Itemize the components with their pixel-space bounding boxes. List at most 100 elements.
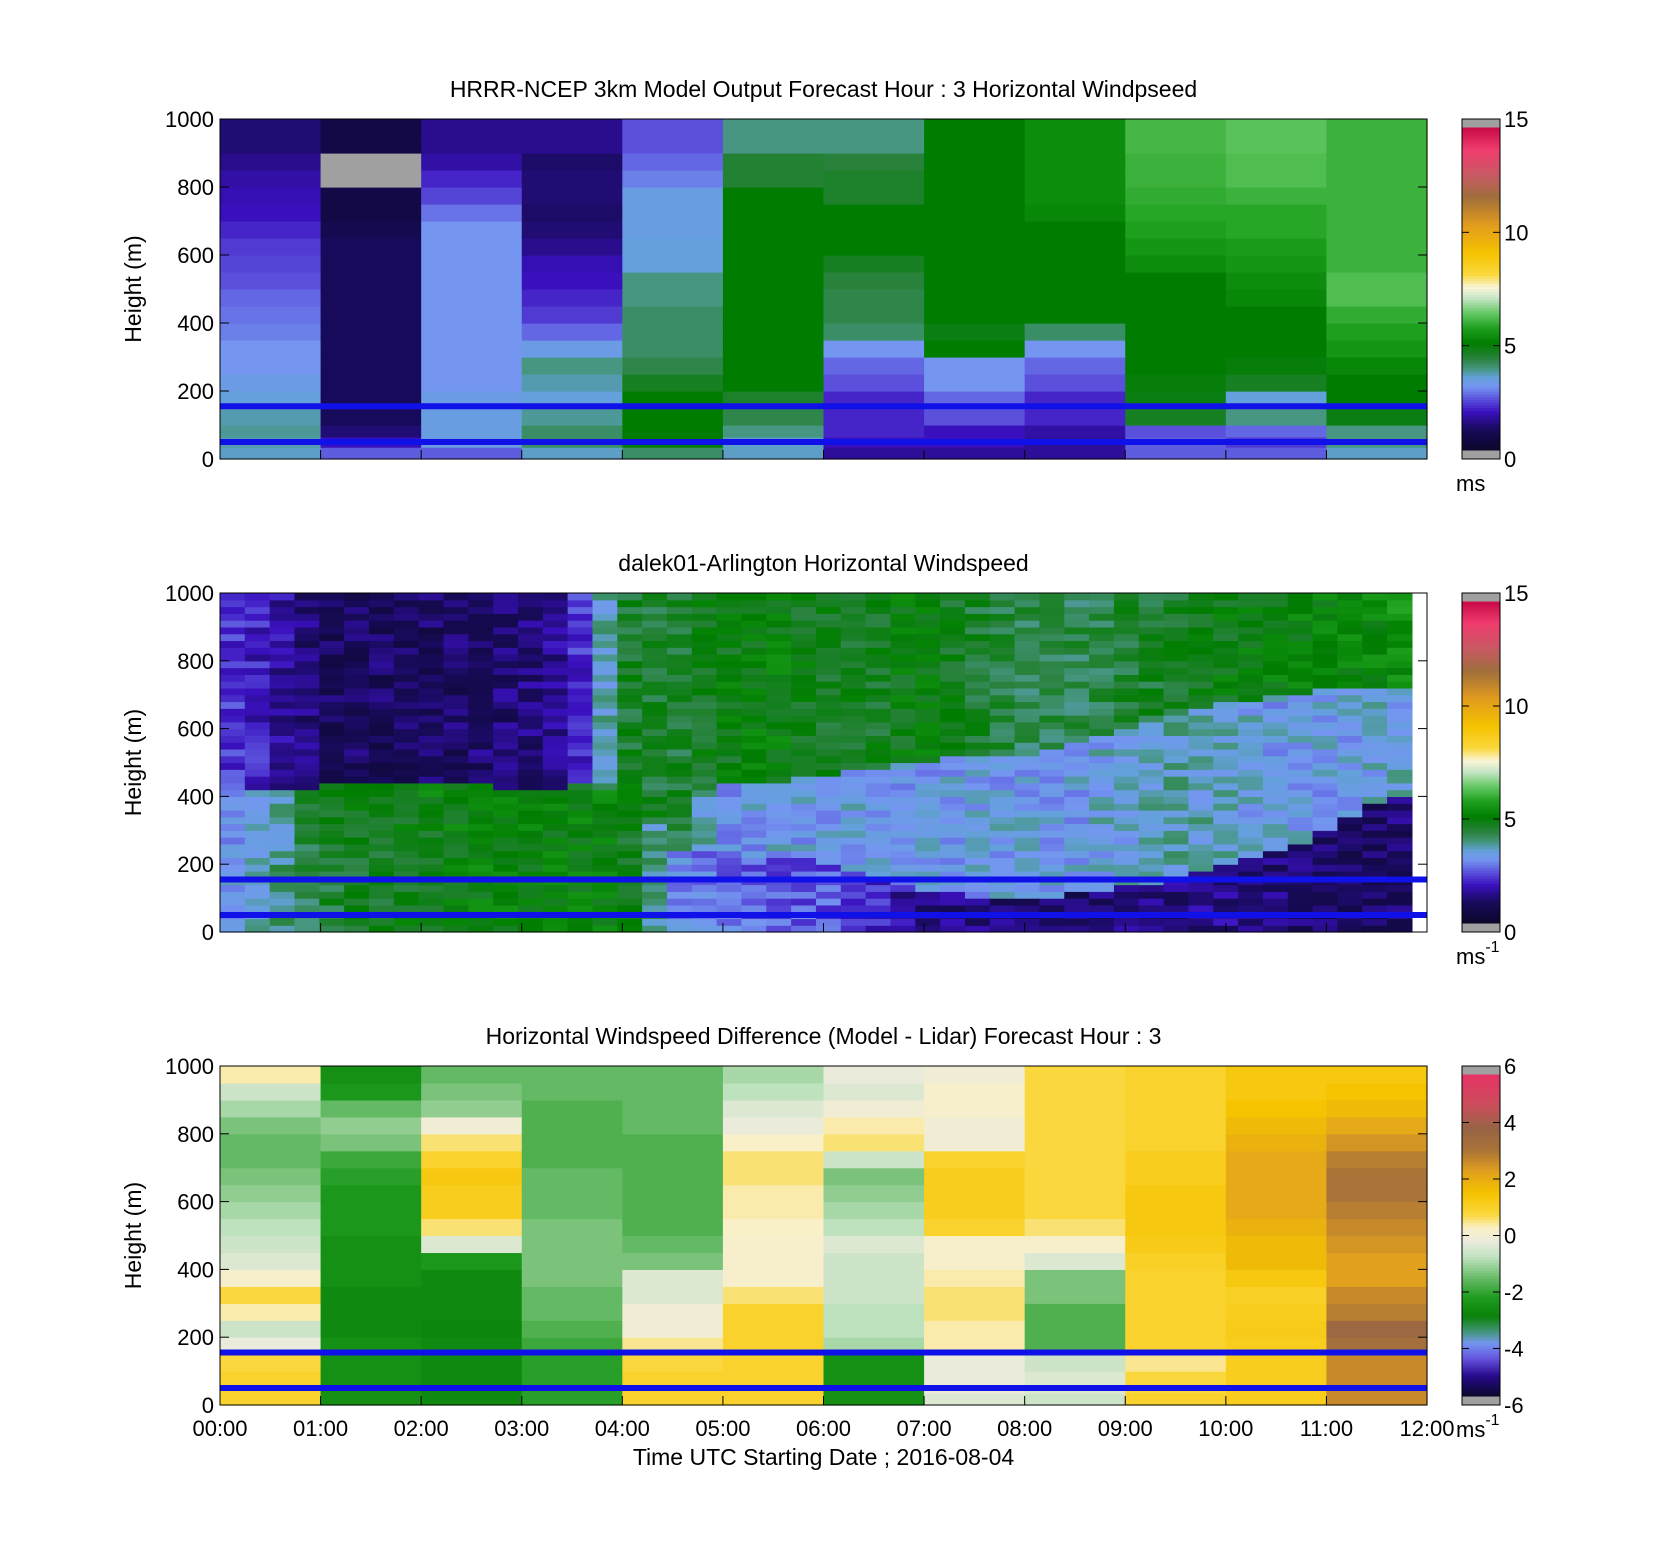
heatmap-cell [1113, 748, 1140, 757]
heatmap-cell [320, 447, 422, 460]
heatmap-cell [691, 654, 718, 662]
heatmap-cell [1039, 647, 1065, 655]
heatmap-cell [1089, 782, 1115, 791]
colorbar-swatch [1462, 385, 1500, 390]
heatmap-cell [840, 884, 867, 892]
heatmap-cell [1312, 864, 1339, 872]
heatmap-cell [517, 918, 544, 926]
heatmap-cell [915, 748, 941, 757]
heatmap-cell [1024, 272, 1126, 290]
heatmap-cell [1337, 769, 1363, 777]
heatmap-cell [1362, 654, 1388, 662]
heatmap-cell [521, 136, 623, 154]
heatmap-cell [344, 789, 370, 797]
colorbar-tick-label: -2 [1504, 1280, 1524, 1305]
heatmap-cell [791, 742, 817, 750]
heatmap-cell [964, 816, 991, 825]
heatmap-cell [617, 626, 643, 635]
heatmap-cell [220, 803, 246, 811]
heatmap-cell [622, 447, 724, 460]
heatmap-cell [1262, 830, 1289, 838]
heatmap-cell [1213, 742, 1239, 750]
heatmap-cell [592, 613, 618, 621]
heatmap-cell [244, 857, 271, 865]
heatmap-cell [1163, 660, 1190, 669]
heatmap-cell [1337, 837, 1363, 845]
heatmap-cell [1362, 884, 1388, 892]
heatmap-cell [319, 626, 345, 635]
heatmap-cell [840, 796, 867, 804]
heatmap-cell [1337, 708, 1363, 716]
heatmap-cell [319, 904, 345, 913]
heatmap-cell [319, 789, 345, 797]
heatmap-cell [1387, 830, 1413, 838]
heatmap-cell [592, 843, 618, 852]
heatmap-cell [344, 925, 370, 933]
heatmap-cell [443, 708, 469, 716]
heatmap-cell [244, 721, 271, 730]
heatmap-cell [766, 823, 792, 831]
heatmap-cell [940, 681, 966, 689]
heatmap-cell [1113, 891, 1140, 899]
heatmap-cell [1188, 918, 1214, 926]
heatmap-cell [1014, 633, 1041, 642]
heatmap-cell [1225, 1286, 1328, 1304]
heatmap-cell [493, 633, 519, 642]
heatmap-cell [368, 837, 395, 845]
colorbar-swatch [1462, 1324, 1500, 1328]
heatmap-cell [269, 640, 296, 648]
heatmap-cell [1138, 735, 1165, 743]
heatmap-cell [269, 735, 296, 743]
heatmap-cell [542, 796, 569, 804]
heatmap-cell [924, 119, 1026, 137]
heatmap-cell [915, 687, 941, 696]
heatmap-cell [1163, 633, 1190, 642]
heatmap-cell [1039, 640, 1065, 648]
heatmap-cell [320, 187, 422, 205]
heatmap-cell [1064, 742, 1090, 750]
heatmap-cell [468, 681, 494, 689]
heatmap-cell [716, 674, 743, 682]
heatmap-cell [1125, 1133, 1227, 1152]
heatmap-cell [244, 816, 271, 825]
colorbar-swatch [1462, 1305, 1500, 1309]
heatmap-cell [592, 694, 618, 703]
heatmap-cell [989, 789, 1016, 797]
heatmap-cell [1225, 1116, 1328, 1135]
colorbar-swatch [1462, 1144, 1500, 1148]
colorbar-swatch [1462, 1289, 1500, 1293]
heatmap-cell [1238, 789, 1264, 797]
heatmap-cell [368, 884, 395, 892]
colorbar-swatch [1462, 299, 1500, 304]
heatmap-cell [344, 593, 370, 601]
heatmap-cell [1387, 735, 1413, 743]
heatmap-cell [1312, 776, 1339, 784]
heatmap-cell [1326, 1116, 1428, 1135]
heatmap-cell [691, 701, 718, 709]
heatmap-cell [964, 593, 991, 601]
heatmap-cell [1188, 843, 1214, 852]
heatmap-cell [1163, 864, 1190, 872]
heatmap-cell [915, 633, 941, 642]
heatmap-cell [493, 674, 519, 682]
heatmap-cell [443, 776, 469, 784]
heatmap-cell [517, 674, 544, 682]
heatmap-cell [1238, 898, 1264, 906]
heatmap-cell [319, 633, 345, 642]
heatmap-cell [1337, 715, 1363, 723]
heatmap-cell [393, 647, 420, 655]
heatmap-cell [1312, 762, 1339, 770]
heatmap-cell [766, 620, 792, 628]
heatmap-cell [368, 742, 395, 750]
heatmap-cell [1138, 721, 1165, 730]
heatmap-cell [418, 898, 445, 906]
heatmap-cell [1125, 1099, 1227, 1118]
heatmap-cell [666, 735, 693, 743]
heatmap-cell [1125, 340, 1227, 358]
heatmap-cell [1138, 599, 1165, 608]
heatmap-cell [722, 1286, 825, 1304]
heatmap-cell [468, 728, 494, 736]
heatmap-cell [542, 816, 569, 825]
heatmap-cell [815, 837, 842, 845]
heatmap-cell [823, 119, 925, 137]
